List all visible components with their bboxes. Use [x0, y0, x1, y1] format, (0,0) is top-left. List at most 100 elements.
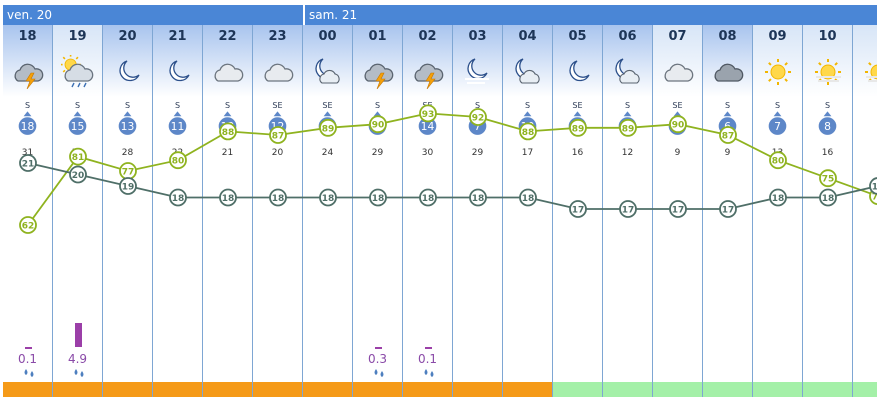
wind-gust: 29 — [471, 148, 484, 158]
moon-icon — [111, 55, 145, 89]
hour-cell: 02 — [403, 25, 452, 97]
wind-gust: 16 — [821, 148, 834, 158]
hour-column: 21 S 11 22 — [153, 25, 203, 397]
wind-gust: 29 — [371, 148, 384, 158]
raindrops-icon — [374, 369, 384, 377]
uv-strip — [253, 382, 302, 397]
hour-cell: 07 — [653, 25, 702, 97]
wind-direction: S — [124, 101, 131, 110]
hour-label: 01 — [368, 29, 387, 44]
wind-direction: SE — [572, 101, 583, 110]
uv-strip — [3, 382, 52, 397]
wind-speed-value: 18 — [21, 120, 35, 133]
wind-gust: 13 — [771, 148, 784, 158]
precip-bar — [425, 347, 432, 349]
uv-strip — [303, 382, 352, 397]
hour-column: 20 S 13 28 — [103, 25, 153, 397]
precip-bar — [375, 347, 382, 349]
wind-speed-badge: 8 — [818, 111, 837, 135]
wind-speed-badge: 10 — [518, 111, 537, 135]
wind-gust: 24 — [321, 148, 334, 158]
hour-cell: 06 — [603, 25, 652, 97]
wind-direction: S — [224, 101, 231, 110]
wind-direction: S — [524, 101, 531, 110]
wind-speed-badge: 12 — [268, 111, 287, 135]
wind-gust: 20 — [271, 148, 284, 158]
dark-cloud-icon — [711, 55, 745, 89]
wind-direction: S — [624, 101, 631, 110]
day-header-friday: ven. 20 — [3, 5, 303, 25]
hour-cell: 21 — [153, 25, 202, 97]
hour-column: 09 S 7 13 — [753, 25, 803, 397]
wind-speed-badge: 13 — [118, 111, 137, 135]
wind-gust: 28 — [121, 148, 134, 158]
hour-label: 00 — [318, 29, 337, 44]
wind-speed-badge: 15 — [318, 111, 337, 135]
uv-strip — [853, 382, 877, 397]
uv-strip — [403, 382, 452, 397]
hour-column: 23 SE 12 20 — [253, 25, 303, 397]
wind-speed-value: 8 — [824, 120, 831, 133]
raindrops-icon — [424, 369, 434, 377]
wind-gust: 17 — [521, 148, 534, 158]
wind-speed-value: 15 — [321, 120, 335, 133]
hour-column: 03 S 7 29 — [453, 25, 503, 397]
wind-gust: 22 — [171, 148, 184, 158]
wind-speed-badge: 18 — [18, 111, 37, 135]
hour-label: 21 — [168, 29, 187, 44]
hour-cell: 10 — [803, 25, 852, 97]
hour-cell — [853, 25, 877, 97]
sun-haze-icon — [861, 55, 877, 89]
wind-speed-value: 10 — [521, 120, 535, 133]
uv-strip — [53, 382, 102, 397]
hour-cell: 19 — [53, 25, 102, 97]
hour-column: 06 S 5 12 — [603, 25, 653, 397]
uv-strip — [553, 382, 602, 397]
wind-speed-badge: 14 — [418, 111, 437, 135]
wind-gust: 30 — [421, 148, 434, 158]
hour-label: 22 — [218, 29, 237, 44]
hour-column: 02 SE 14 30 0.1 — [403, 25, 453, 397]
precip-value: 4.9 — [67, 352, 88, 366]
thunder-cloud-icon — [411, 55, 445, 90]
moon-cloud-icon — [311, 55, 345, 89]
raindrops-icon — [74, 369, 84, 377]
hour-cell: 09 — [753, 25, 802, 97]
hour-cell: 01 — [353, 25, 402, 97]
wind-gust: 9 — [674, 148, 681, 158]
wind-gust: 16 — [571, 148, 584, 158]
hour-cell: 04 — [503, 25, 552, 97]
hour-label: 06 — [618, 29, 637, 44]
moon-icon — [561, 55, 595, 89]
uv-strip — [503, 382, 552, 397]
hour-label: 19 — [68, 29, 87, 44]
moon-icon — [161, 55, 195, 89]
hour-column: 07 SE 5 9 — [653, 25, 703, 397]
wind-speed-badge: 12 — [218, 111, 237, 135]
day-header-saturday: sam. 21 — [304, 5, 877, 25]
hour-cell: 00 — [303, 25, 352, 97]
hour-column: 00 SE 15 24 — [303, 25, 353, 397]
hour-label: 09 — [768, 29, 787, 44]
wind-speed-badge: 6 — [718, 111, 737, 135]
hour-label: 05 — [568, 29, 587, 44]
wind-speed-value: 7 — [574, 120, 581, 133]
hour-cell: 05 — [553, 25, 602, 97]
moon-cloud-icon — [611, 55, 645, 89]
sun-haze-icon — [811, 55, 845, 89]
uv-strip — [103, 382, 152, 397]
wind-gust: 30 — [71, 148, 84, 158]
wind-speed-value: 7 — [774, 120, 781, 133]
hour-column: 04 S 10 17 — [503, 25, 553, 397]
hour-column — [853, 25, 877, 397]
sun-rain-cloud-icon — [60, 54, 95, 89]
moon-cloud-icon — [511, 55, 545, 89]
wind-speed-value: 5 — [674, 120, 681, 133]
uv-strip — [803, 382, 852, 397]
cloud-icon — [661, 55, 695, 89]
hour-column: 08 S 6 9 — [703, 25, 753, 397]
hour-label: 07 — [668, 29, 687, 44]
wind-direction: S — [74, 101, 81, 110]
uv-strip — [153, 382, 202, 397]
wind-speed-value: 12 — [271, 120, 285, 133]
